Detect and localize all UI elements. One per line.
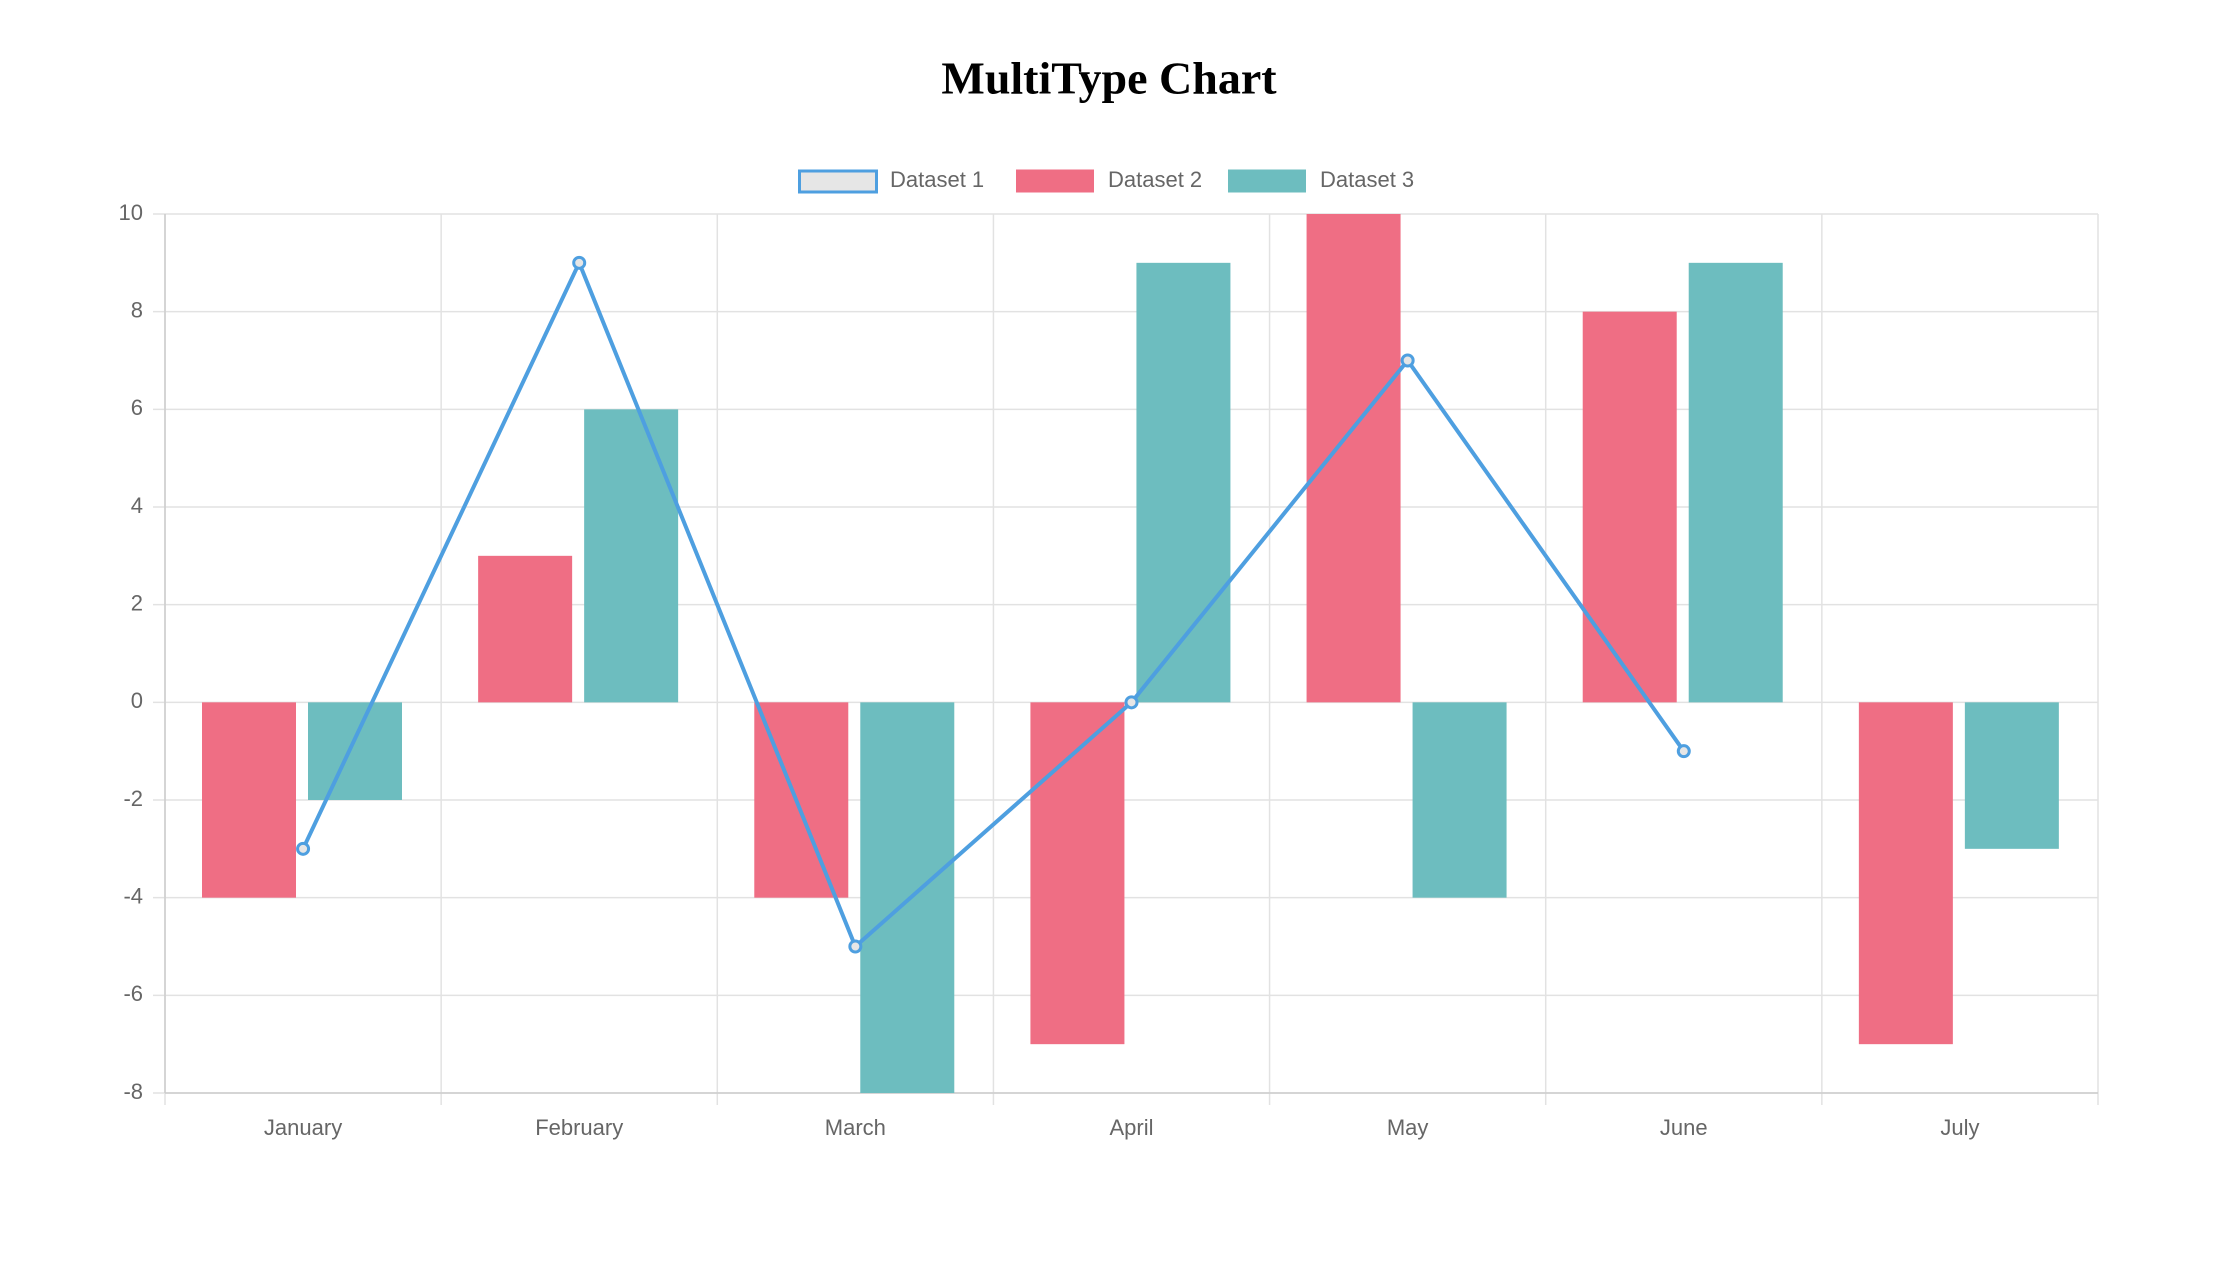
bar <box>860 702 955 1093</box>
y-tick-label: -4 <box>123 883 143 908</box>
y-tick-label: -6 <box>123 981 143 1006</box>
bar <box>1412 702 1507 898</box>
point <box>296 841 311 856</box>
legend-swatch <box>1228 169 1306 193</box>
bar <box>1030 702 1125 1045</box>
y-tick-label: 10 <box>119 200 143 225</box>
bar <box>1858 702 1953 1045</box>
bar <box>1136 262 1231 703</box>
legend-label: Dataset 2 <box>1108 167 1202 192</box>
legend-label: Dataset 1 <box>890 167 984 192</box>
bar <box>202 702 296 898</box>
point <box>848 939 863 954</box>
x-tick-label: May <box>1387 1115 1429 1140</box>
x-tick-label: June <box>1660 1115 1708 1140</box>
x-tick-label: April <box>1109 1115 1153 1140</box>
y-tick-label: -8 <box>123 1079 143 1104</box>
bar <box>308 702 402 800</box>
legend-swatch <box>1016 169 1094 193</box>
bar <box>1582 311 1677 703</box>
point <box>572 255 587 270</box>
legend-swatch <box>798 169 878 194</box>
y-tick-label: 4 <box>131 493 143 518</box>
bar <box>1306 214 1401 703</box>
x-tick-label: March <box>825 1115 886 1140</box>
point <box>1124 695 1139 710</box>
point <box>1400 353 1415 368</box>
x-tick-label: January <box>264 1115 342 1140</box>
point <box>1676 744 1691 759</box>
bar <box>584 409 679 703</box>
y-tick-label: 8 <box>131 297 143 322</box>
y-tick-label: -2 <box>123 786 143 811</box>
legend-label: Dataset 3 <box>1320 167 1414 192</box>
y-tick-label: 6 <box>131 395 143 420</box>
chart-title: MultiType Chart <box>941 53 1277 104</box>
line <box>301 257 1686 950</box>
x-tick-label: February <box>535 1115 623 1140</box>
y-tick-label: 0 <box>131 688 143 713</box>
bar <box>478 555 573 703</box>
y-tick-label: 2 <box>131 590 143 615</box>
bar <box>1688 262 1783 703</box>
x-tick-label: July <box>1940 1115 1979 1140</box>
bar <box>1964 702 2059 849</box>
